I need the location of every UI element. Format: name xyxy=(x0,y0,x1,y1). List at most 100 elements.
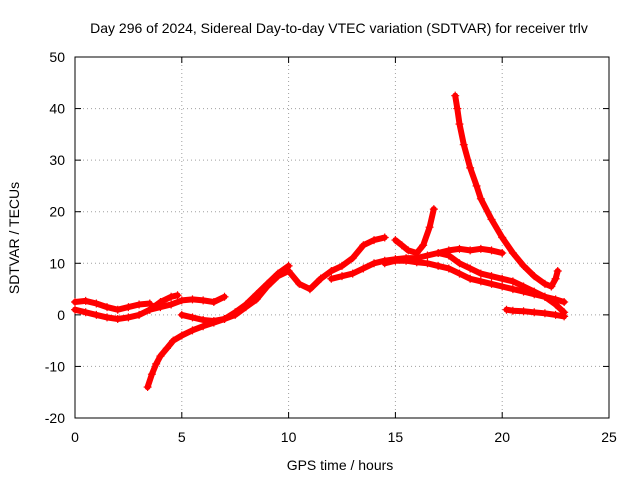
data-point xyxy=(472,181,481,190)
series-track-3 xyxy=(145,292,229,314)
data-point xyxy=(553,267,562,276)
data-point xyxy=(540,279,549,288)
data-point xyxy=(502,305,511,314)
data-point xyxy=(124,313,133,322)
data-point xyxy=(466,274,475,283)
series-track-4 xyxy=(143,267,325,392)
x-tick-label: 5 xyxy=(178,429,186,445)
chart-title: Day 296 of 2024, Sidereal Day-to-day VTE… xyxy=(90,20,588,36)
data-point xyxy=(327,274,336,283)
x-tick-label: 0 xyxy=(71,429,79,445)
data-point xyxy=(169,336,178,345)
data-point xyxy=(81,308,90,317)
data-point xyxy=(459,140,468,149)
data-point xyxy=(423,259,432,268)
data-point xyxy=(498,248,507,257)
y-tick-label: -20 xyxy=(45,410,65,426)
data-point xyxy=(380,233,389,242)
data-point xyxy=(455,259,464,268)
data-point xyxy=(498,274,507,283)
data-point xyxy=(476,194,485,203)
series-track-9 xyxy=(391,205,438,257)
data-point xyxy=(220,292,229,301)
data-point xyxy=(188,326,197,335)
data-point xyxy=(338,261,346,270)
data-point xyxy=(519,307,528,316)
series-line xyxy=(452,92,561,290)
data-point xyxy=(487,246,496,255)
x-axis-label: GPS time / hours xyxy=(287,457,394,473)
data-point xyxy=(284,261,293,270)
y-tick-label: 20 xyxy=(49,204,65,220)
data-point xyxy=(113,305,122,314)
data-point xyxy=(370,236,379,245)
data-point xyxy=(530,272,539,281)
data-point xyxy=(547,282,556,291)
data-point xyxy=(425,223,434,232)
data-point xyxy=(444,251,453,260)
data-point xyxy=(455,120,464,129)
data-point xyxy=(152,359,161,368)
x-axis: 0 5 10 15 20 25 xyxy=(71,57,617,445)
data-point xyxy=(487,279,496,288)
data-point xyxy=(177,296,186,305)
data-point xyxy=(71,305,79,314)
series-line xyxy=(307,234,388,293)
data-point xyxy=(451,91,460,100)
data-point xyxy=(519,261,528,270)
series-track-1 xyxy=(71,296,154,314)
y-tick-label: -10 xyxy=(45,358,65,374)
data-point xyxy=(167,300,176,309)
data-point xyxy=(404,246,413,255)
data-point xyxy=(199,316,208,325)
data-point xyxy=(177,310,186,319)
data-point xyxy=(338,272,346,281)
data-point xyxy=(508,285,517,294)
data-point xyxy=(327,267,336,276)
data-point xyxy=(412,258,421,267)
y-tick-label: 40 xyxy=(49,101,65,117)
data-point xyxy=(508,306,517,315)
data-point xyxy=(434,261,443,270)
data-point xyxy=(143,383,152,392)
data-point xyxy=(231,308,240,317)
data-point xyxy=(551,310,560,319)
x-tick-label: 10 xyxy=(281,429,297,445)
data-point xyxy=(124,303,133,312)
data-point xyxy=(560,297,569,306)
data-marks xyxy=(71,91,569,392)
data-point xyxy=(540,309,549,318)
data-point xyxy=(135,310,144,319)
data-point xyxy=(188,295,197,304)
y-tick-label: 30 xyxy=(49,152,65,168)
data-point xyxy=(476,244,485,253)
data-point xyxy=(81,296,90,305)
series-track-6 xyxy=(305,233,389,294)
data-point xyxy=(199,296,208,305)
data-point xyxy=(455,269,464,278)
data-point xyxy=(273,269,282,278)
series-line xyxy=(144,268,324,391)
plot-frame xyxy=(74,56,610,419)
data-point xyxy=(402,256,411,265)
data-point xyxy=(220,314,229,323)
data-point xyxy=(487,272,496,281)
data-point xyxy=(551,274,560,283)
data-point xyxy=(380,259,389,268)
data-point xyxy=(429,205,438,214)
data-point xyxy=(348,254,357,263)
data-point xyxy=(455,244,464,253)
data-point xyxy=(71,297,79,306)
data-point xyxy=(209,297,218,306)
series-line xyxy=(392,206,437,256)
x-tick-label: 20 xyxy=(494,429,510,445)
data-point xyxy=(508,248,517,257)
data-point xyxy=(487,215,496,224)
data-point xyxy=(397,241,406,250)
data-point xyxy=(519,282,528,291)
data-point xyxy=(241,300,250,309)
data-point xyxy=(466,264,475,273)
data-point xyxy=(295,279,304,288)
data-point xyxy=(145,305,154,314)
